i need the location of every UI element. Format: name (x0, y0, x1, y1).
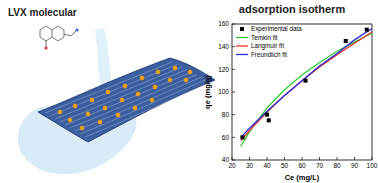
membrane-fiber (85, 82, 212, 137)
molecule-dot (188, 70, 192, 74)
data-point (241, 135, 245, 139)
x-tick (284, 157, 285, 160)
y-tick-label: 60 (222, 134, 230, 141)
molecule-dot (58, 110, 62, 114)
data-point (267, 118, 271, 122)
legend-label: Experimental data (251, 25, 302, 33)
data-point (304, 79, 308, 83)
chart-title: adsorption isotherm (239, 3, 346, 15)
molecule-dot (173, 66, 177, 70)
molecule-dot (150, 98, 154, 102)
molecule-dot (73, 104, 77, 108)
membrane-fiber (45, 62, 172, 113)
legend-line (236, 37, 248, 38)
membrane-fiber (80, 80, 207, 135)
y-tick-label: 120 (218, 66, 229, 73)
data-point (265, 113, 269, 117)
membrane-fiber (75, 77, 202, 131)
molecule-dot (86, 112, 90, 116)
membrane-fiber (65, 72, 192, 125)
membrane (38, 58, 215, 142)
x-tick-label: 30 (246, 162, 254, 169)
x-tick (302, 157, 303, 160)
x-tick-label: 100 (367, 162, 378, 169)
molecule-dot (168, 78, 172, 82)
legend-line (236, 45, 248, 46)
x-tick (372, 157, 373, 160)
legend-label: Freundlich fit (251, 51, 287, 58)
x-tick (232, 157, 233, 160)
fit-line (241, 32, 372, 141)
y-tick (232, 160, 235, 161)
molecule-dot (98, 120, 102, 124)
y-tick-label: 40 (222, 156, 230, 163)
molecule-dot (153, 85, 157, 89)
x-tick-label: 20 (228, 162, 236, 169)
illustration (18, 26, 215, 174)
molecule-bonds (40, 26, 76, 47)
figure: LVX molecular adsorption isotherm 20 30 40 50… (0, 0, 378, 183)
membrane-fiber (55, 67, 182, 119)
molecule-dot (123, 84, 127, 88)
x-axis-label: Ce (mg/L) (285, 173, 320, 182)
molecule-dot (140, 76, 144, 80)
y-tick-label: 140 (218, 43, 229, 50)
x-tick-label: 40 (263, 162, 271, 169)
x-tick (267, 157, 268, 160)
data-point (344, 39, 348, 43)
molecule-dot (136, 92, 140, 96)
molecule-dot (184, 78, 188, 82)
legend-label: Langmuir fit (251, 42, 284, 50)
y-tick (232, 69, 235, 70)
x-tick-label: 80 (333, 162, 341, 169)
molecule-dot (120, 98, 124, 102)
y-tick-label: 160 (218, 20, 229, 27)
legend: Experimental dataTemkin fitLangmuir fitF… (236, 25, 302, 58)
plot-frame (232, 24, 372, 160)
x-tick (354, 157, 355, 160)
x-tick-label: 60 (298, 162, 306, 169)
x-tick (249, 157, 250, 160)
molecule-dot (156, 70, 160, 74)
molecule-dot (106, 90, 110, 94)
y-axis-label: qe (mg/g) (203, 75, 212, 109)
x-tick (319, 157, 320, 160)
molecule-dot (68, 118, 72, 122)
molecule (40, 26, 79, 50)
x-tick-label: 70 (316, 162, 324, 169)
fit-line (241, 29, 372, 138)
fit-line (241, 33, 372, 146)
membrane-fiber (60, 70, 187, 123)
illustration-label: LVX molecular (8, 7, 77, 18)
y-tick (232, 46, 235, 47)
plot-data (241, 28, 373, 147)
y-tick-label: 80 (222, 111, 230, 118)
y-tick (232, 137, 235, 138)
legend-marker (240, 27, 244, 31)
molecule-dot (133, 106, 137, 110)
legend-label: Temkin fit (251, 34, 278, 41)
data-point (365, 28, 369, 32)
molecule-dot (90, 98, 94, 102)
molecule-atom (44, 46, 47, 49)
membrane-fiber (50, 65, 177, 117)
molecule-dot (103, 106, 107, 110)
x-tick-label: 50 (281, 162, 289, 169)
molecule-dot (80, 126, 84, 130)
x-tick-label: 90 (351, 162, 359, 169)
x-tick (337, 157, 338, 160)
y-tick (232, 24, 235, 25)
y-tick (232, 114, 235, 115)
molecule-dot (116, 113, 120, 117)
membrane-fiber (70, 75, 197, 129)
molecule-atom (75, 28, 78, 31)
legend-line (236, 54, 248, 55)
y-tick (232, 92, 235, 93)
y-tick-label: 100 (218, 88, 229, 95)
